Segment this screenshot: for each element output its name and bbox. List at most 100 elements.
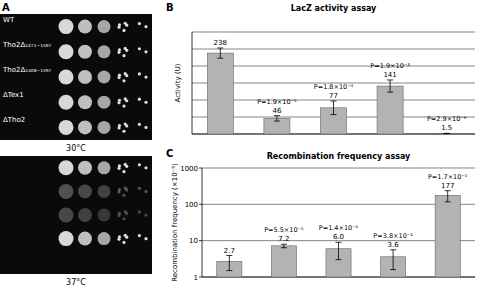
colony (144, 166, 147, 169)
error-stem (220, 48, 221, 58)
spot (59, 19, 74, 34)
error-bar (281, 244, 287, 248)
colony (122, 104, 125, 107)
error-cap (226, 270, 232, 271)
colony (144, 25, 147, 28)
panel-label: C (166, 148, 173, 159)
error-bar (336, 242, 342, 259)
figure: AWTTho2Δ₁₂₇₁₋₁₅₉₇Tho2Δ₁₄₀₈₋₁₅₉₇ΔTex1ΔTho… (0, 0, 479, 289)
plate-photo: WTTho2Δ₁₂₇₁₋₁₅₉₇Tho2Δ₁₄₀₈₋₁₅₉₇ΔTex1ΔTho2 (0, 14, 152, 140)
data-label: 177 (441, 182, 454, 190)
error-stem (338, 242, 339, 259)
p-value: P=1.4×10⁻¹ (319, 224, 359, 232)
data-label: 238 (214, 39, 227, 47)
colony (125, 236, 128, 239)
plot-marks (207, 48, 459, 134)
error-stem (333, 101, 334, 115)
error-cap (444, 133, 450, 134)
colony (118, 235, 121, 238)
error-cap (217, 58, 223, 59)
spot (59, 184, 74, 199)
colony (125, 124, 128, 127)
error-stem (447, 191, 448, 202)
bar (264, 118, 290, 134)
colony (122, 54, 125, 57)
colony (138, 210, 141, 213)
p-value: P=5.5×10⁻⁵ (264, 226, 304, 234)
colony (118, 188, 121, 191)
tick-mark (199, 204, 202, 205)
tick-mark (199, 240, 202, 241)
grid-line (202, 204, 475, 205)
error-bar (217, 48, 223, 58)
error-cap (331, 101, 337, 102)
colony (122, 241, 125, 244)
data-label: 6.0 (333, 233, 344, 241)
y-axis (202, 168, 203, 277)
bar (435, 195, 460, 277)
p-value: P=1.7×10⁻⁵ (428, 173, 468, 181)
error-stem (390, 80, 391, 92)
tick-label: 100 (185, 201, 198, 209)
panel-label: B (166, 2, 174, 13)
plate-background (0, 156, 152, 274)
colony (144, 190, 147, 193)
error-bar (445, 191, 451, 202)
tick-mark (199, 277, 202, 278)
error-cap (336, 259, 342, 260)
spot (98, 161, 111, 174)
error-cap (274, 121, 280, 122)
spot (59, 231, 74, 246)
p-value: P=1.9×10⁻³ (370, 62, 410, 70)
colony (144, 75, 147, 78)
colony (122, 130, 125, 133)
colony (144, 101, 147, 104)
colony (118, 212, 121, 215)
panel-label: A (2, 2, 10, 13)
colony (125, 49, 128, 52)
error-stem (229, 256, 230, 271)
colony (118, 48, 121, 51)
colony (138, 47, 141, 50)
spot (78, 70, 92, 84)
colony (138, 234, 141, 237)
colony (122, 217, 125, 220)
y-axis (192, 32, 193, 134)
spot (98, 121, 111, 134)
colony (122, 170, 125, 173)
colony (138, 98, 141, 101)
colony (118, 99, 121, 102)
spot (78, 20, 92, 34)
plot-marks (217, 191, 461, 277)
grid-line (202, 168, 475, 169)
colony (138, 123, 141, 126)
chart: BLacZ activity assayActivity (U)23846P=1… (166, 2, 475, 134)
spot (78, 95, 92, 109)
error-cap (281, 244, 287, 245)
colony (138, 187, 141, 190)
condition-label: 37°C (66, 278, 86, 287)
colony (125, 99, 128, 102)
colony (118, 23, 121, 26)
error-cap (387, 79, 393, 80)
strain-label: ΔTho2 (3, 116, 25, 124)
y-axis-label: Activity (U) (174, 63, 182, 102)
error-cap (217, 47, 223, 48)
data-label: 3.6 (388, 241, 400, 249)
error-cap (226, 255, 232, 256)
p-value: P=2.9×10⁻⁶ (427, 115, 467, 123)
error-cap (336, 242, 342, 243)
colony (138, 72, 141, 75)
data-label: 46 (272, 107, 281, 115)
spot (59, 44, 74, 59)
grid-line (192, 49, 475, 50)
bar (207, 53, 233, 134)
colony (125, 74, 128, 77)
colony (118, 124, 121, 127)
tick-label: 1 (194, 274, 198, 282)
y-axis-label: Recombination frequency (×10⁻⁵) (171, 163, 179, 282)
colony (144, 126, 147, 129)
error-bar (387, 80, 393, 92)
grid-line (192, 32, 475, 33)
tick-mark (199, 168, 202, 169)
